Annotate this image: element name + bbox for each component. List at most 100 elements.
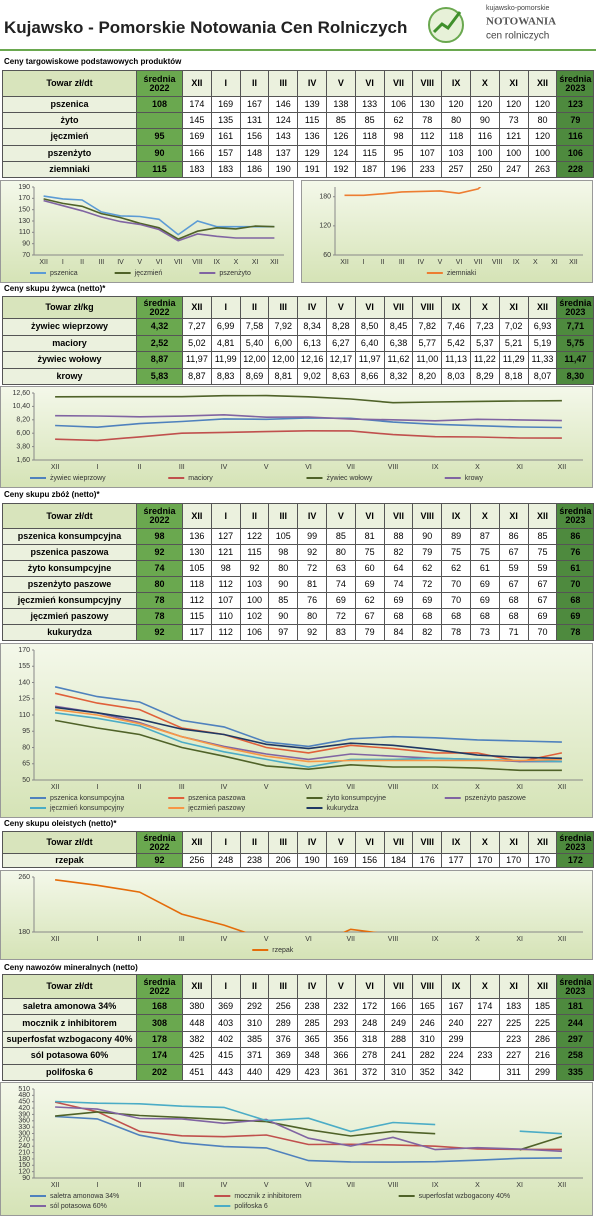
cell: 177 bbox=[441, 853, 471, 868]
cell: 429 bbox=[268, 1063, 299, 1081]
cell: 318 bbox=[354, 1030, 385, 1049]
cell: 293 bbox=[325, 1014, 356, 1032]
cell: 121 bbox=[498, 128, 529, 146]
x-tick-label: X bbox=[475, 936, 480, 943]
cell: 69 bbox=[469, 592, 500, 609]
cell: 90 bbox=[268, 608, 299, 625]
y-tick-label: 65 bbox=[22, 761, 30, 768]
chart-background bbox=[0, 643, 593, 818]
column-header: Towar zł/dt bbox=[2, 503, 137, 529]
cell: 122 bbox=[239, 528, 270, 545]
row-label: żyto bbox=[2, 112, 137, 130]
table-row: superfosfat wzbogacony 40% 178 382 402 385 37… bbox=[2, 1030, 595, 1049]
cell: 440 bbox=[239, 1063, 270, 1081]
cell: 168 bbox=[136, 997, 183, 1016]
cell: 67 bbox=[498, 544, 529, 561]
column-header: średnia 2022 bbox=[136, 503, 183, 529]
cell: 100 bbox=[239, 592, 270, 609]
row-label: polifoska 6 bbox=[2, 1063, 137, 1081]
cell: 8,18 bbox=[498, 367, 529, 385]
x-tick-label: VI bbox=[156, 259, 163, 266]
x-tick-label: X bbox=[475, 1182, 480, 1189]
x-tick-label: V bbox=[264, 1182, 269, 1189]
cell: 12,17 bbox=[325, 351, 356, 369]
cell: 71 bbox=[498, 624, 529, 641]
cell: 310 bbox=[239, 1014, 270, 1032]
row-label: jęczmień bbox=[2, 128, 137, 146]
cell: 8,81 bbox=[268, 367, 299, 385]
logo-line: kujawsko-pomorskie bbox=[486, 5, 550, 12]
cell: 89 bbox=[441, 528, 471, 545]
column-header: V bbox=[325, 974, 356, 999]
cell: 238 bbox=[297, 997, 327, 1016]
header-row: Towar zł/dt średnia 2022 XII I II III IV V VI VII… bbox=[2, 503, 595, 529]
cell: 308 bbox=[136, 1014, 183, 1032]
cell: 136 bbox=[297, 128, 327, 146]
legend-label: mocznik z inhibitorem bbox=[234, 1193, 301, 1200]
cell: 8,34 bbox=[297, 318, 327, 336]
cell: 191 bbox=[297, 160, 327, 178]
cell: 123 bbox=[556, 95, 595, 114]
cell: 118 bbox=[182, 576, 212, 593]
cell: 225 bbox=[498, 1014, 529, 1032]
column-header: I bbox=[210, 831, 241, 854]
cell: 206 bbox=[268, 853, 299, 868]
cell: 112 bbox=[210, 624, 241, 641]
cell: 227 bbox=[469, 1014, 500, 1032]
cell: 348 bbox=[297, 1047, 327, 1065]
cell: 99 bbox=[297, 528, 327, 545]
y-tick-label: 240 bbox=[18, 1143, 30, 1150]
cell: 11,33 bbox=[527, 351, 558, 369]
cell: 73 bbox=[469, 624, 500, 641]
cell: 139 bbox=[297, 95, 327, 114]
table-row: jęczmień 95 169 161 156 143 136 126 118 98 112 118 1… bbox=[2, 128, 595, 146]
cell: 112 bbox=[412, 128, 443, 146]
cell: 106 bbox=[239, 624, 270, 641]
column-header: Towar zł/dt bbox=[2, 70, 137, 97]
x-tick-label: III bbox=[98, 259, 104, 266]
cell: 178 bbox=[136, 1030, 183, 1049]
cell: 174 bbox=[469, 997, 500, 1016]
cell: 311 bbox=[498, 1063, 529, 1081]
cell: 67 bbox=[354, 608, 385, 625]
cell: 74 bbox=[136, 560, 183, 577]
column-header: VIII bbox=[412, 974, 443, 999]
cell: 120 bbox=[498, 95, 529, 114]
x-tick-label: IX bbox=[432, 464, 439, 471]
y-tick-label: 510 bbox=[18, 1086, 30, 1093]
column-header: VI bbox=[354, 831, 385, 854]
cell: 70 bbox=[441, 592, 471, 609]
x-tick-label: IV bbox=[221, 784, 228, 791]
cell: 256 bbox=[182, 853, 212, 868]
table-row: mocznik z inhibitorem 308 448 403 310 289 285 2… bbox=[2, 1014, 595, 1032]
cell: 170 bbox=[469, 853, 500, 868]
cell: 115 bbox=[239, 544, 270, 561]
x-tick-label: XII bbox=[558, 936, 567, 943]
cell: 62 bbox=[412, 560, 443, 577]
cell: 11,99 bbox=[210, 351, 241, 369]
series-line bbox=[55, 417, 562, 429]
cell: 157 bbox=[210, 144, 241, 162]
cell: 68 bbox=[498, 592, 529, 609]
cell: 82 bbox=[412, 624, 443, 641]
cell: 137 bbox=[268, 144, 299, 162]
cell: 186 bbox=[239, 160, 270, 178]
column-header: XII bbox=[182, 70, 212, 97]
cell: 64 bbox=[383, 560, 414, 577]
cell: 216 bbox=[527, 1047, 558, 1065]
cell: 148 bbox=[239, 144, 270, 162]
column-header: I bbox=[210, 70, 241, 97]
y-tick-label: 150 bbox=[18, 1162, 30, 1169]
legend-label: kukurydza bbox=[327, 805, 359, 812]
cell: 115 bbox=[136, 160, 183, 178]
table-row: pszenica 108 174 169 167 146 139 138 133 106 130 12… bbox=[2, 95, 595, 114]
row-label: żyto konsumpcyjne bbox=[2, 560, 137, 577]
header-row: Towar zł/dt średnia 2022 XII I II III IV V VI VII… bbox=[2, 974, 595, 999]
column-header: IX bbox=[441, 70, 471, 97]
x-tick-label: XI bbox=[551, 259, 558, 266]
cell: 92 bbox=[297, 544, 327, 561]
x-tick-label: V bbox=[438, 259, 443, 266]
cell: 78 bbox=[412, 112, 443, 130]
x-tick-label: II bbox=[138, 784, 142, 791]
